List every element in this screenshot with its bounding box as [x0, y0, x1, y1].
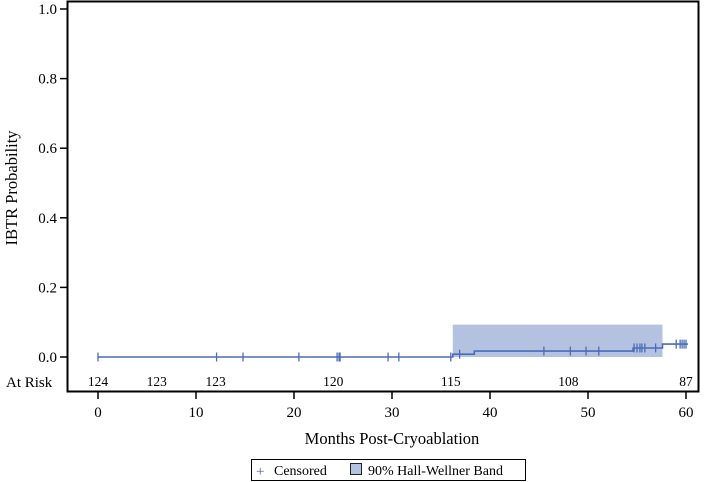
at-risk-counts: 124 123 123 120 115 108 87	[88, 374, 693, 389]
y-tick-label: 0.0	[38, 350, 57, 366]
at-risk-label: At Risk	[6, 375, 53, 391]
at-risk-count: 115	[441, 374, 461, 389]
x-tick-label: 0	[94, 405, 102, 421]
censored-markers	[97, 339, 687, 362]
x-axis-title: Months Post-Cryoablation	[305, 429, 480, 448]
at-risk-count: 123	[205, 374, 226, 389]
y-tick-label: 0.4	[38, 211, 57, 227]
y-tick-label: 1.0	[38, 2, 57, 18]
y-tick-label: 0.6	[38, 141, 57, 157]
km-step-line	[98, 343, 688, 358]
y-axis: 0.0 0.2 0.4 0.6 0.8 1.0	[38, 2, 67, 366]
x-tick-label: 60	[679, 405, 694, 421]
legend-band-label: 90% Hall-Wellner Band	[368, 464, 503, 479]
legend-box	[251, 459, 526, 481]
y-tick-label: 0.8	[38, 72, 57, 88]
at-risk-count: 87	[679, 374, 693, 389]
hall-wellner-band	[452, 324, 663, 357]
x-tick-label: 20	[287, 405, 302, 421]
band-swatch-icon	[350, 463, 362, 475]
x-axis: 0 10 20 30 40 50 60	[94, 392, 694, 421]
x-tick-label: 50	[581, 405, 596, 421]
at-risk-count: 123	[147, 374, 168, 389]
x-tick-label: 40	[483, 405, 498, 421]
legend-censored-label: Censored	[274, 464, 327, 479]
x-tick-label: 30	[385, 405, 400, 421]
legend: + Censored 90% Hall-Wellner Band	[251, 459, 526, 481]
at-risk-count: 124	[88, 374, 109, 389]
at-risk-count: 120	[323, 374, 344, 389]
y-axis-title: IBTR Probability	[2, 130, 21, 246]
y-tick-label: 0.2	[38, 280, 57, 296]
at-risk-count: 108	[558, 374, 579, 389]
x-tick-label: 10	[189, 405, 204, 421]
censored-symbol-icon: +	[256, 464, 264, 480]
